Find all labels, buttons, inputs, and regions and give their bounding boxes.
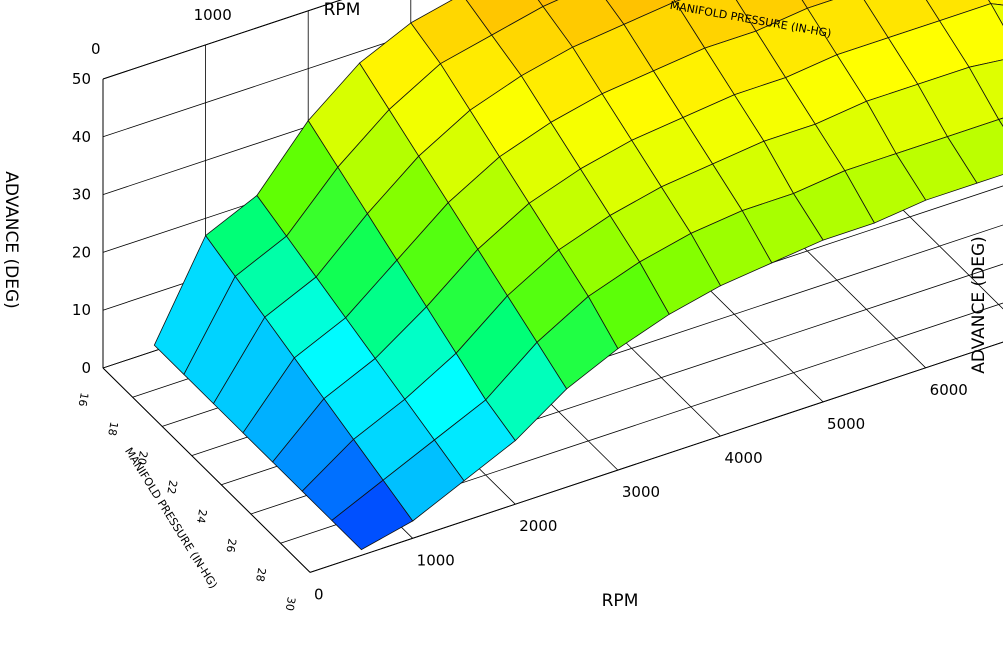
map-tick-label-left: 18 <box>105 421 120 437</box>
map-tick-label-left: 30 <box>283 596 298 612</box>
rpm-tick-label-bottom: 2000 <box>519 517 557 535</box>
map-tick-label-left: 28 <box>253 567 268 583</box>
rpm-tick-label-bottom: 5000 <box>827 415 865 433</box>
rpm-axis-title-bottom: RPM <box>602 591 639 611</box>
advance-tick-label-left: 30 <box>72 186 91 204</box>
advance-tick-label-left: 20 <box>72 243 91 261</box>
advance-tick-label-left: 10 <box>72 301 91 319</box>
map-tick-label-left: 16 <box>76 391 91 407</box>
advance-tick-label-left: 50 <box>72 70 91 88</box>
rpm-tick-label-bottom: 4000 <box>724 449 762 467</box>
advance-tick-label-left: 40 <box>72 128 91 146</box>
advance-tick-label-left: 0 <box>81 359 91 377</box>
rpm-tick-label-bottom: 0 <box>314 585 324 603</box>
map-tick-label-left: 26 <box>224 537 239 553</box>
rpm-tick-label-top: 0 <box>91 40 101 58</box>
rpm-axis-title-top: RPM <box>324 0 361 20</box>
advance-axis-title-left: ADVANCE (DEG) <box>1 171 21 309</box>
map-tick-label-left: 22 <box>164 479 179 495</box>
map-tick-label-left: 24 <box>194 508 209 524</box>
rpm-tick-label-bottom: 3000 <box>622 483 660 501</box>
rpm-tick-label-bottom: 6000 <box>930 381 968 399</box>
rpm-tick-label-top: 1000 <box>194 6 232 24</box>
rpm-tick-label-bottom: 1000 <box>417 551 455 569</box>
advance-axis-title-right: ADVANCE (DEG) <box>969 236 989 374</box>
surface-mesh <box>154 0 1003 550</box>
